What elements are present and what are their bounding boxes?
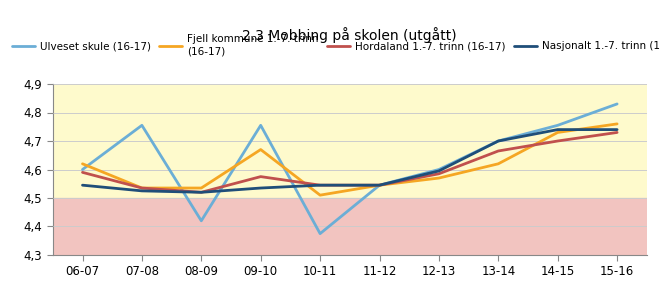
Nasjonalt 1.-7. trinn (16-17)	[316, 183, 324, 187]
Hordaland 1.-7. trinn (16-17)	[435, 172, 443, 175]
Bar	[53, 56, 647, 198]
Legend: Ulveset skule (16-17), Fjell kommune 1.-7. trinn
(16-17), Hordaland 1.-7. trinn : Ulveset skule (16-17), Fjell kommune 1.-…	[12, 34, 660, 56]
Nasjonalt 1.-7. trinn (16-17)	[494, 139, 502, 143]
Nasjonalt 1.-7. trinn (16-17)	[613, 128, 621, 131]
Ulveset skule (16-17)	[197, 219, 205, 223]
Nasjonalt 1.-7. trinn (16-17)	[257, 186, 265, 190]
Fjell kommune 1.-7. trinn
(16-17)	[554, 130, 562, 134]
Ulveset skule (16-17)	[138, 124, 146, 127]
Nasjonalt 1.-7. trinn (16-17)	[138, 189, 146, 193]
Hordaland 1.-7. trinn (16-17)	[257, 175, 265, 178]
Hordaland 1.-7. trinn (16-17)	[316, 183, 324, 187]
Nasjonalt 1.-7. trinn (16-17)	[435, 169, 443, 173]
Ulveset skule (16-17)	[316, 232, 324, 236]
Hordaland 1.-7. trinn (16-17)	[376, 183, 383, 187]
Nasjonalt 1.-7. trinn (16-17)	[376, 183, 383, 187]
Ulveset skule (16-17)	[613, 102, 621, 106]
Fjell kommune 1.-7. trinn
(16-17)	[316, 193, 324, 197]
Fjell kommune 1.-7. trinn
(16-17)	[494, 162, 502, 166]
Line: Hordaland 1.-7. trinn (16-17): Hordaland 1.-7. trinn (16-17)	[82, 132, 617, 192]
Title: 2.3 Mobbing på skolen (utgått): 2.3 Mobbing på skolen (utgått)	[242, 27, 457, 43]
Hordaland 1.-7. trinn (16-17)	[197, 190, 205, 194]
Hordaland 1.-7. trinn (16-17)	[613, 130, 621, 134]
Hordaland 1.-7. trinn (16-17)	[554, 139, 562, 143]
Fjell kommune 1.-7. trinn
(16-17)	[613, 122, 621, 126]
Fjell kommune 1.-7. trinn
(16-17)	[138, 186, 146, 190]
Ulveset skule (16-17)	[376, 183, 383, 187]
Line: Ulveset skule (16-17): Ulveset skule (16-17)	[82, 104, 617, 234]
Ulveset skule (16-17)	[494, 139, 502, 143]
Hordaland 1.-7. trinn (16-17)	[79, 170, 86, 174]
Line: Fjell kommune 1.-7. trinn
(16-17): Fjell kommune 1.-7. trinn (16-17)	[82, 124, 617, 195]
Nasjonalt 1.-7. trinn (16-17)	[197, 190, 205, 194]
Bar	[53, 198, 647, 284]
Ulveset skule (16-17)	[257, 124, 265, 127]
Hordaland 1.-7. trinn (16-17)	[138, 186, 146, 190]
Hordaland 1.-7. trinn (16-17)	[494, 149, 502, 153]
Fjell kommune 1.-7. trinn
(16-17)	[435, 176, 443, 180]
Fjell kommune 1.-7. trinn
(16-17)	[257, 148, 265, 151]
Fjell kommune 1.-7. trinn
(16-17)	[376, 183, 383, 187]
Ulveset skule (16-17)	[554, 124, 562, 127]
Fjell kommune 1.-7. trinn
(16-17)	[197, 186, 205, 190]
Nasjonalt 1.-7. trinn (16-17)	[554, 128, 562, 131]
Line: Nasjonalt 1.-7. trinn (16-17): Nasjonalt 1.-7. trinn (16-17)	[82, 130, 617, 192]
Nasjonalt 1.-7. trinn (16-17)	[79, 183, 86, 187]
Ulveset skule (16-17)	[79, 168, 86, 171]
Fjell kommune 1.-7. trinn
(16-17)	[79, 162, 86, 166]
Ulveset skule (16-17)	[435, 168, 443, 171]
